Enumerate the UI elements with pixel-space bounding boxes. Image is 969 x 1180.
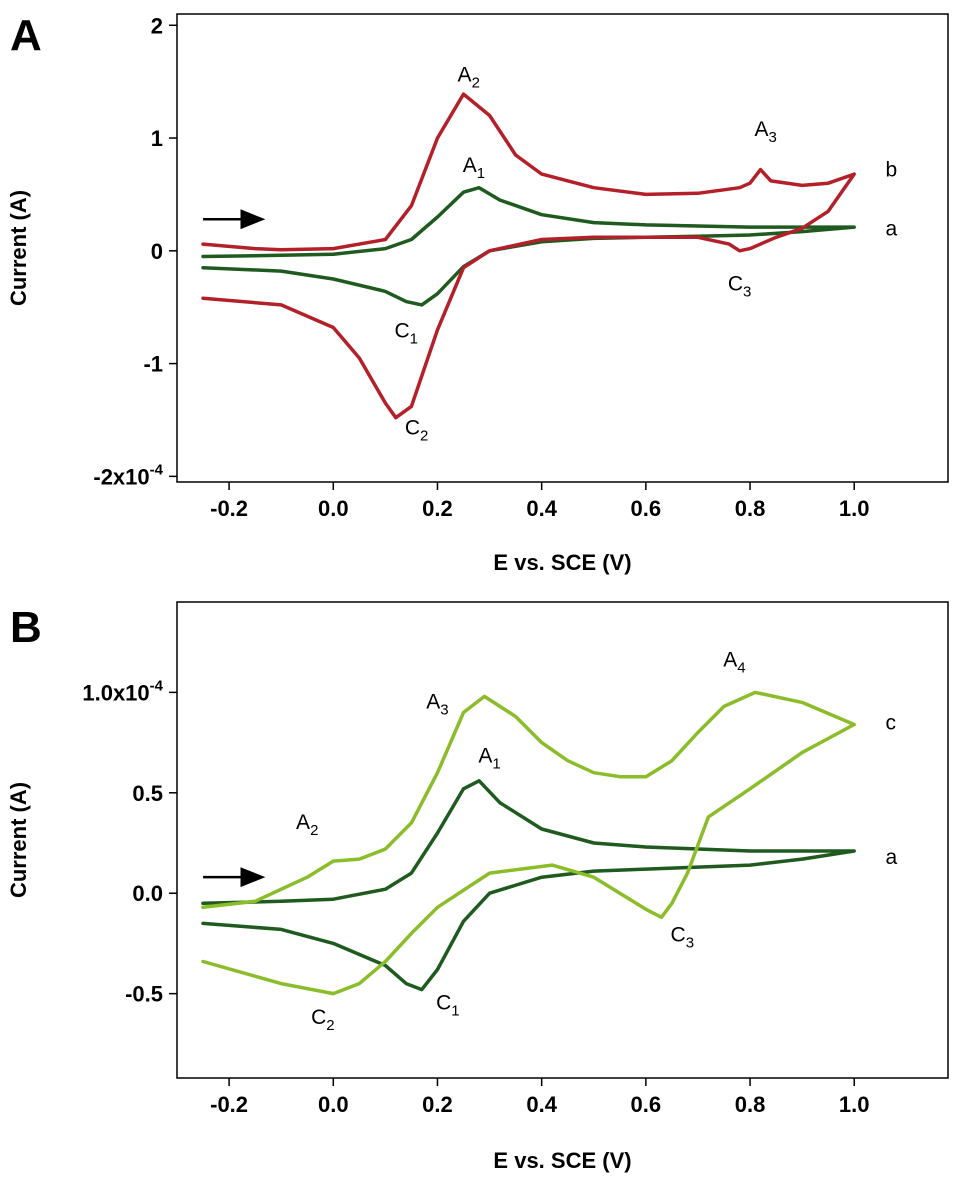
plot-frame [176, 13, 949, 483]
plot-frame [176, 601, 949, 1079]
peak-label-c3: C3 [671, 923, 695, 951]
x-tick-label: -0.2 [210, 496, 248, 521]
peak-label-c3: C3 [728, 272, 752, 300]
y-tick-label: 2 [151, 13, 163, 38]
peak-label-a3: A3 [754, 118, 776, 146]
curve-label-a: a [885, 846, 897, 869]
peak-label-a2: A2 [458, 64, 480, 92]
x-tick-label: 0.8 [735, 496, 766, 521]
curve-label-a: a [885, 217, 897, 240]
y-tick-label: -1 [143, 352, 163, 377]
peak-label-c1: C1 [394, 320, 418, 348]
peak-label-a3: A3 [426, 690, 448, 718]
peak-label-a1: A1 [478, 745, 500, 773]
peak-label-a1: A1 [463, 154, 485, 182]
x-tick-label: -0.2 [210, 1092, 248, 1117]
peak-label-a4: A4 [723, 648, 745, 676]
series-c-line [201, 690, 856, 996]
y-tick-label: 0.5 [132, 781, 163, 806]
y-tick-label: 1.0x10-4 [82, 677, 163, 705]
x-tick-label: 1.0 [839, 496, 870, 521]
x-tick-label: 0.0 [318, 496, 349, 521]
x-axis-title: E vs. SCE (V) [493, 1148, 631, 1173]
y-tick-label: 1 [151, 126, 163, 151]
x-tick-label: 0.8 [735, 1092, 766, 1117]
x-tick-label: 0.6 [631, 496, 662, 521]
peak-label-c2: C2 [311, 1006, 335, 1034]
peak-label-c1: C1 [436, 992, 460, 1020]
x-axis-title: E vs. SCE (V) [493, 550, 631, 575]
y-tick-label: 0.0 [132, 881, 163, 906]
panel-a: A -0.2 0.0 0.2 0.4 0.6 0.8 1.0 2 1 0 -1 -2x10-4 E vs.… [6, 11, 949, 575]
x-tick-label: 0.4 [526, 496, 557, 521]
peak-label-a2: A2 [296, 811, 318, 839]
x-tick-label: 0.2 [422, 496, 453, 521]
curve-label-c: c [885, 712, 896, 735]
y-tick-label: 0 [151, 239, 163, 264]
x-tick-label: 0.2 [422, 1092, 453, 1117]
curve-label-b: b [885, 159, 897, 182]
x-tick-label: 1.0 [839, 1092, 870, 1117]
peak-label-c2: C2 [405, 417, 429, 445]
x-tick-label: 0.6 [631, 1092, 662, 1117]
panel-letter: B [10, 603, 42, 652]
panel-b: B -0.2 0.0 0.2 0.4 0.6 0.8 1.0 1.0x10-4 0.5 0.0 -0.… [6, 601, 949, 1173]
series-a-line [201, 779, 856, 992]
y-axis-title: Current (A) [6, 782, 31, 898]
y-axis-title: Current (A) [6, 190, 31, 306]
x-tick-label: 0.0 [318, 1092, 349, 1117]
x-tick-label: 0.4 [526, 1092, 557, 1117]
series-a-line [201, 185, 856, 307]
y-tick-label: -0.5 [125, 982, 163, 1007]
y-tick-label: -2x10-4 [93, 461, 163, 489]
panel-letter: A [10, 11, 42, 60]
series-b-line [201, 92, 856, 420]
